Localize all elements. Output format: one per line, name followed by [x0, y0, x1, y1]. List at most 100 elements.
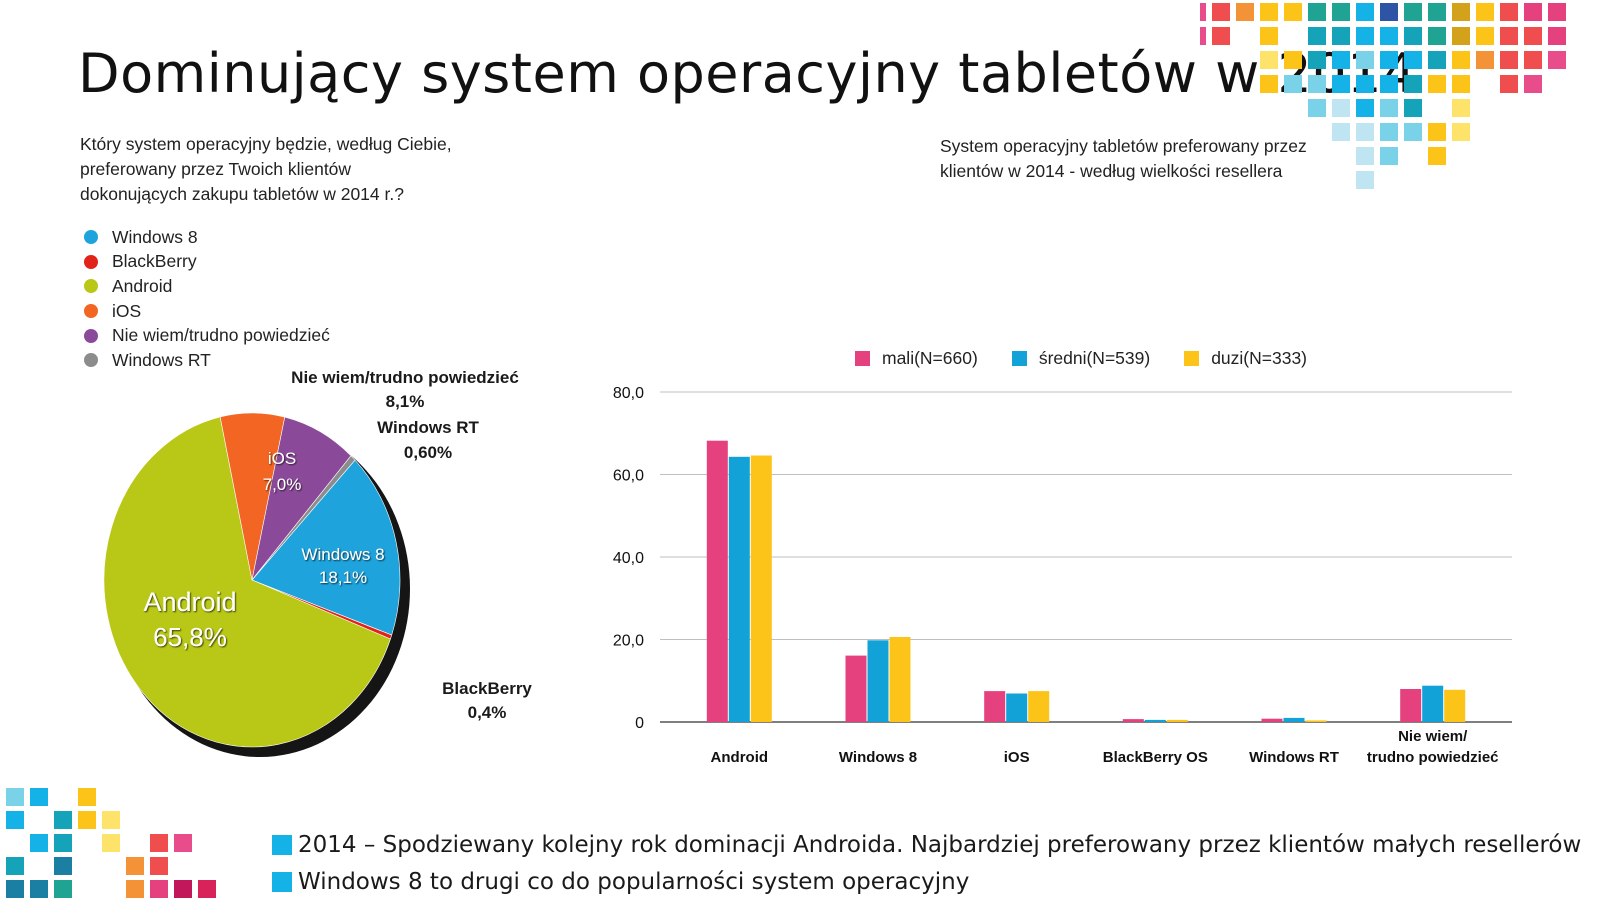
pie-legend-item: Windows RT [84, 348, 330, 373]
mosaic-tile [1428, 147, 1446, 165]
mosaic-tile [1404, 3, 1422, 21]
pie-slice [103, 416, 391, 748]
mosaic-tile [1452, 3, 1470, 21]
pie-data-label: Android [143, 587, 236, 617]
mosaic-tile [1308, 51, 1326, 69]
mosaic-tile [1332, 123, 1350, 141]
x-tick-label: BlackBerry OS [1103, 749, 1208, 766]
mosaic-tile [78, 811, 96, 829]
pie-data-label: Windows 8 [301, 545, 384, 564]
bar [1283, 717, 1305, 722]
mosaic-tile [1500, 51, 1518, 69]
y-tick-label: 40,0 [613, 550, 644, 567]
note-text: Windows 8 to drugi co do popularności sy… [298, 868, 970, 895]
bar-legend-label: duzi(N=333) [1211, 348, 1308, 368]
bar [728, 456, 750, 722]
mosaic-tile [1332, 75, 1350, 93]
mosaic-tile [1380, 123, 1398, 141]
pie-data-label: BlackBerry [442, 679, 532, 698]
bar [1144, 719, 1166, 722]
mosaic-tile [1404, 123, 1422, 141]
bar-chart-title: System operacyjny tabletów preferowany p… [940, 134, 1360, 184]
mosaic-tile [1308, 99, 1326, 117]
mosaic-tile [102, 811, 120, 829]
mosaic-tile [1500, 75, 1518, 93]
decorative-mosaic-bottom-left [6, 788, 216, 898]
decorative-mosaic-top-right [1200, 3, 1566, 189]
mosaic-tile [1380, 3, 1398, 21]
pie-legend-item: Windows 8 [84, 225, 330, 250]
bar [1261, 718, 1283, 722]
bar [1028, 691, 1050, 722]
pie-data-label: 0,60% [404, 443, 452, 462]
mosaic-tile [1452, 27, 1470, 45]
legend-dot-icon [84, 328, 98, 343]
bar-legend-label: średni(N=539) [1038, 348, 1151, 368]
mosaic-tile [1332, 27, 1350, 45]
note-text: 2014 – Spodziewany kolejny rok dominacji… [298, 831, 1582, 858]
mosaic-tile [1548, 3, 1566, 21]
bar-chart-title-line: System operacyjny tabletów preferowany p… [940, 136, 1307, 156]
mosaic-tile [1260, 75, 1278, 93]
mosaic-tile [198, 880, 216, 898]
mosaic-tile [1356, 123, 1374, 141]
mosaic-tile [6, 880, 24, 898]
mosaic-tile [1380, 147, 1398, 165]
x-tick-label: Android [711, 749, 769, 766]
pie-question-line: preferowany przez Twoich klientów [80, 159, 352, 179]
mosaic-tile [1428, 27, 1446, 45]
bar [1422, 685, 1444, 722]
mosaic-tile [1428, 123, 1446, 141]
bar [1305, 720, 1327, 722]
pie-legend-label: iOS [112, 300, 142, 321]
bar-chart: 0 20,0 40,0 60,0 80,0 Android Windows 8 iOS Blac… [613, 385, 1512, 766]
legend-dot-icon [84, 254, 98, 269]
mosaic-tile [1428, 75, 1446, 93]
mosaic-tile [1236, 3, 1254, 21]
mosaic-tile [1356, 99, 1374, 117]
mosaic-tile [6, 788, 24, 806]
pie-question-line: dokonujących zakupu tabletów w 2014 r.? [80, 184, 404, 204]
notes-list: 2014 – Spodziewany kolejny rok dominacji… [272, 826, 1581, 900]
mosaic-tile [174, 834, 192, 852]
mosaic-tile [174, 880, 192, 898]
mosaic-tile [54, 811, 72, 829]
x-tick-label: trudno powiedzieć [1367, 749, 1499, 766]
mosaic-tile [54, 857, 72, 875]
legend-dot-icon [84, 353, 98, 368]
pie-data-label: Windows RT [377, 418, 479, 437]
pie-slice [251, 455, 356, 581]
pie-data-label: 65,8% [153, 622, 227, 652]
mosaic-tile [1260, 3, 1278, 21]
mosaic-tile [30, 880, 48, 898]
square-bullet-icon [272, 834, 292, 855]
mosaic-tile [1452, 51, 1470, 69]
x-tick-label: Nie wiem/ [1398, 728, 1468, 745]
bar [867, 640, 889, 722]
mosaic-tile [1380, 51, 1398, 69]
pie-legend-item: Nie wiem/trudno powiedzieć [84, 323, 330, 348]
legend-dot-icon [84, 304, 98, 319]
bar-legend-item: średni(N=539) [1011, 348, 1151, 369]
mosaic-tile [1212, 27, 1230, 45]
mosaic-tile [1332, 3, 1350, 21]
mosaic-tile [1308, 75, 1326, 93]
bar [706, 440, 728, 722]
mosaic-tile [1356, 27, 1374, 45]
mosaic-tile [1404, 75, 1422, 93]
mosaic-tile [1356, 3, 1374, 21]
mosaic-tile [78, 788, 96, 806]
mosaic-tile [1356, 147, 1374, 165]
bar [1400, 689, 1422, 722]
mosaic-tile [1500, 3, 1518, 21]
pie-question: Który system operacyjny będzie, według C… [80, 132, 510, 207]
mosaic-tile [1524, 75, 1542, 93]
pie-legend-label: BlackBerry [112, 251, 197, 272]
mosaic-tile [1200, 3, 1206, 21]
pie-legend-label: Android [112, 275, 173, 296]
legend-dot-icon [84, 230, 98, 245]
bar-legend-item: mali(N=660) [855, 348, 978, 369]
pie-data-label: Nie wiem/trudno powiedzieć [291, 370, 519, 387]
note-item: Windows 8 to drugi co do popularności sy… [272, 863, 1581, 900]
mosaic-tile [1524, 3, 1542, 21]
